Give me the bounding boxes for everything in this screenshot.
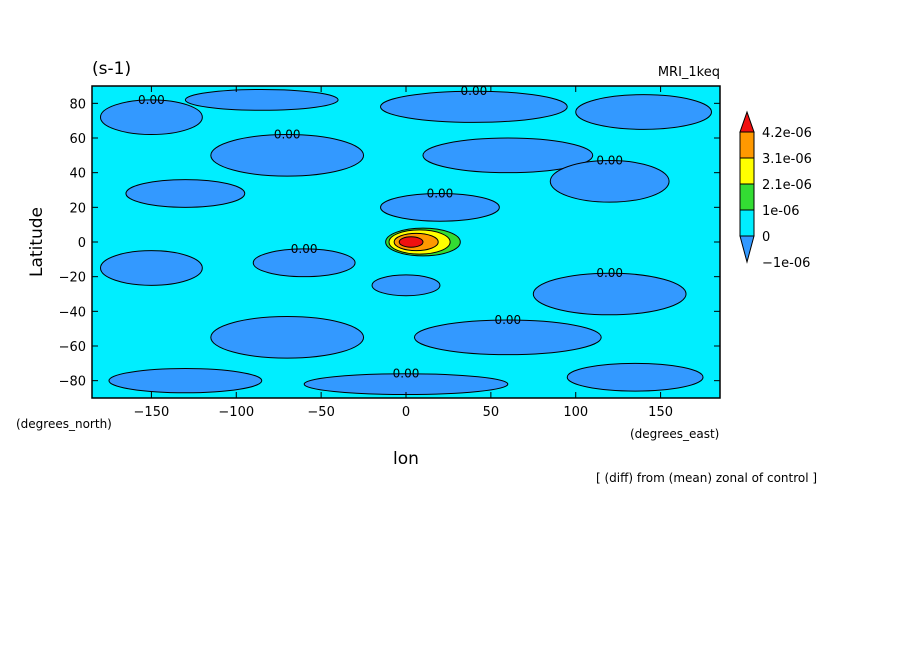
contour-regions <box>99 88 713 396</box>
colorbar-segment <box>739 157 755 185</box>
y-tick-label: 60 <box>69 132 86 147</box>
contour-label: 0.00 <box>427 186 454 200</box>
contour-region <box>210 316 365 359</box>
contour-region <box>532 272 687 316</box>
contour-region <box>210 134 365 177</box>
y-axis-ticks: 80 60 40 20 0 −20 −40 −60 −80 <box>59 97 720 390</box>
y-tick-label: −20 <box>59 271 86 286</box>
x-axis-units: (degrees_east) <box>630 427 719 441</box>
colorbar-segment <box>739 209 755 237</box>
x-tick-label: 100 <box>563 405 588 420</box>
contour-region <box>108 368 263 394</box>
colorbar-bottom-arrow <box>739 235 755 264</box>
x-tick-label: 0 <box>402 405 410 420</box>
y-tick-label: −60 <box>59 340 86 355</box>
colorbar-top-arrow <box>739 110 755 133</box>
contour-region <box>371 274 441 297</box>
contour-region <box>413 319 602 356</box>
x-tick-label: 50 <box>483 405 500 420</box>
contour-region <box>422 137 594 174</box>
contour-label: 0.00 <box>274 128 301 142</box>
contour-region <box>566 362 704 392</box>
colorbar-label: 1e-06 <box>762 204 800 219</box>
colorbar-label: 0 <box>762 230 770 245</box>
x-axis-ticks: −150 −100 −50 0 50 100 150 <box>134 86 673 420</box>
contour-region <box>252 248 356 278</box>
units-label: (s-1) <box>92 59 131 79</box>
contour-region <box>99 250 203 286</box>
colorbar: 4.2e-06 3.1e-06 2.1e-06 1e-06 0 −1e-06 <box>739 110 812 271</box>
y-tick-label: 40 <box>69 167 86 182</box>
x-tick-label: −150 <box>134 405 170 420</box>
x-axis-title: lon <box>393 449 419 469</box>
colorbar-segment <box>739 183 755 211</box>
contour-region <box>125 179 246 208</box>
y-tick-label: 0 <box>78 236 86 251</box>
contour-label: 0.00 <box>393 367 420 381</box>
contour-labels: 0.00 0.00 0.00 0.00 0.00 0.00 0.00 0.00 0.00 <box>138 84 623 381</box>
y-tick-label: 20 <box>69 201 86 216</box>
y-axis-title: Latitude <box>27 207 47 277</box>
colorbar-label: 2.1e-06 <box>762 178 812 193</box>
contour-label: 0.00 <box>291 242 318 256</box>
y-tick-label: 80 <box>69 97 86 112</box>
plot-area: 0.00 0.00 0.00 0.00 0.00 0.00 0.00 0.00 0.00 −15… <box>59 84 721 420</box>
contour-label: 0.00 <box>596 266 623 280</box>
contour-region <box>99 99 203 136</box>
contour-label: 0.00 <box>461 84 488 98</box>
contour-region <box>380 192 500 222</box>
contour-label: 0.00 <box>494 313 521 327</box>
model-label: MRI_1keq <box>658 65 720 80</box>
contour-region <box>398 236 424 248</box>
contour-region <box>549 160 670 203</box>
colorbar-segment <box>739 131 755 159</box>
y-axis-units: (degrees_north) <box>16 417 112 431</box>
colorbar-label: 4.2e-06 <box>762 126 812 141</box>
x-tick-label: −100 <box>218 405 254 420</box>
contour-label: 0.00 <box>596 154 623 168</box>
colorbar-label: 3.1e-06 <box>762 152 812 167</box>
contour-region <box>575 94 713 130</box>
y-tick-label: −80 <box>59 375 86 390</box>
y-tick-label: −40 <box>59 305 86 320</box>
x-tick-label: 150 <box>648 405 673 420</box>
contour-label: 0.00 <box>138 93 165 107</box>
x-tick-label: −50 <box>307 405 334 420</box>
contour-region <box>184 88 339 111</box>
colorbar-label: −1e-06 <box>762 256 810 271</box>
footnote: [ (diff) from (mean) zonal of control ] <box>596 471 817 485</box>
contour-region <box>380 90 568 123</box>
